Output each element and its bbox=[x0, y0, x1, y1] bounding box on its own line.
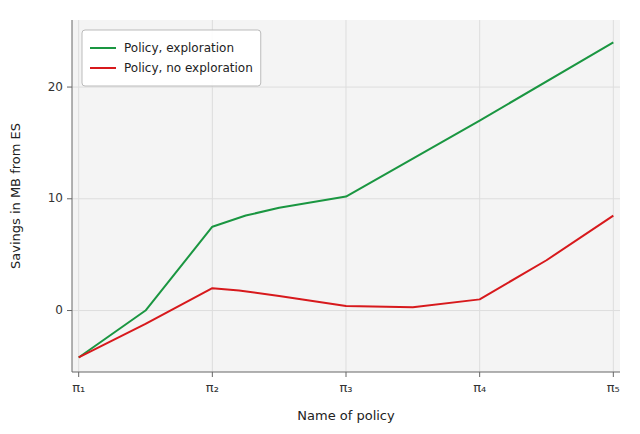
chart-container: 0 10 20 π₁ π₂ π₃ π₄ π₅ Name of policy Savings in … bbox=[0, 0, 640, 434]
x-grid-line bbox=[479, 20, 480, 372]
x-tick bbox=[479, 372, 480, 377]
plot-background bbox=[72, 20, 620, 372]
x-grid-line bbox=[78, 20, 79, 372]
x-tick bbox=[346, 372, 347, 377]
x-tick-label: π₅ bbox=[607, 380, 620, 395]
legend-box bbox=[82, 30, 261, 86]
lines bbox=[79, 42, 614, 357]
legend-label: Policy, no exploration bbox=[124, 61, 253, 75]
y-axis-label: Savings in MB from ES bbox=[8, 123, 23, 269]
x-tick-label: π₃ bbox=[339, 380, 352, 395]
series-line bbox=[79, 216, 614, 358]
y-tick bbox=[67, 310, 72, 311]
x-tick-label: π₁ bbox=[72, 380, 85, 395]
x-tick bbox=[613, 372, 614, 377]
y-tick bbox=[67, 87, 72, 88]
y-tick-label: 20 bbox=[48, 80, 63, 94]
axes: 0 10 20 π₁ π₂ π₃ π₄ π₅ bbox=[48, 20, 620, 395]
y-tick bbox=[67, 198, 72, 199]
y-tick-label: 10 bbox=[48, 191, 63, 205]
x-axis-line bbox=[72, 372, 620, 373]
legend-swatch bbox=[90, 67, 116, 69]
chart-svg: 0 10 20 π₁ π₂ π₃ π₄ π₅ Name of policy Savings in … bbox=[0, 0, 640, 434]
x-tick bbox=[212, 372, 213, 377]
y-tick-label: 0 bbox=[55, 303, 63, 317]
x-tick bbox=[78, 372, 79, 377]
x-axis-label: Name of policy bbox=[297, 408, 395, 423]
legend-swatch bbox=[90, 47, 116, 49]
legend: Policy, exploration Policy, no exploratio… bbox=[82, 30, 261, 86]
x-grid-line bbox=[613, 20, 614, 372]
legend-label: Policy, exploration bbox=[124, 41, 234, 55]
x-tick-label: π₂ bbox=[206, 380, 219, 395]
grid bbox=[72, 20, 620, 372]
x-tick-label: π₄ bbox=[473, 380, 486, 395]
series-line bbox=[79, 42, 614, 357]
y-axis-line bbox=[72, 20, 73, 372]
